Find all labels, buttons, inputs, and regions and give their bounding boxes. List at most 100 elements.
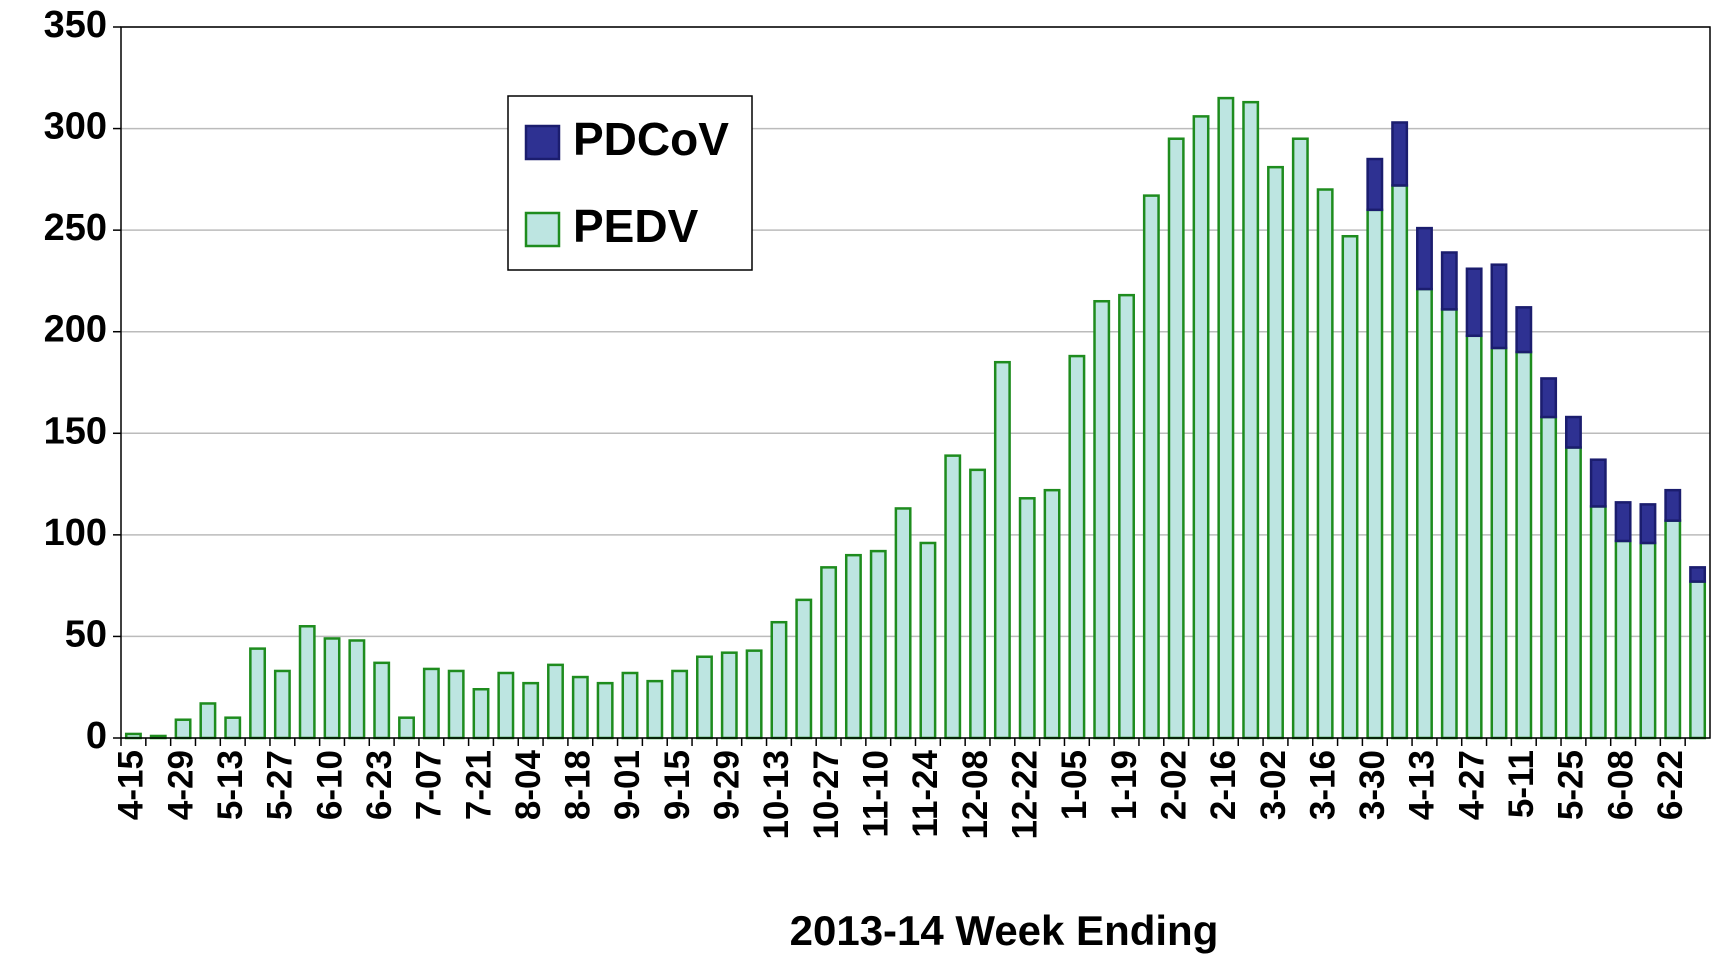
bar [1093,299,1111,740]
x-tick-label: 11-10 [857,750,896,838]
legend-label: PDCoV [573,113,729,165]
y-tick-label: 250 [44,207,107,249]
bar [944,454,962,740]
x-tick-label: 6-10 [310,750,349,820]
bar [298,625,316,740]
x-tick-label: 9-01 [608,750,647,820]
bar [1689,566,1707,583]
bar [1142,194,1160,740]
bar [1291,137,1309,740]
bar [696,655,713,740]
bar [969,468,987,740]
bar [1416,287,1433,740]
bar [273,669,291,740]
x-tick-label: 3-30 [1353,750,1392,820]
bar [919,541,937,740]
bar [547,663,564,740]
x-tick-label: 2-02 [1154,750,1193,820]
bar [348,639,366,740]
bar [1118,293,1135,740]
legend-swatch [524,211,561,248]
bar [1614,539,1632,740]
bar [1540,377,1558,419]
bar [795,598,813,740]
bar [671,669,689,740]
bar [1043,488,1061,740]
x-tick-label: 1-19 [1105,750,1144,820]
bar [174,718,192,740]
y-tick-label: 0 [86,715,107,757]
bar [1564,415,1582,449]
bar [199,702,217,740]
x-tick-label: 6-22 [1651,750,1690,820]
bar [820,566,838,740]
bar [1664,488,1682,522]
bar [1440,251,1458,311]
legend-label: PEDV [573,200,699,252]
x-tick-label: 5-11 [1502,750,1541,818]
bar [422,667,440,740]
bar [646,679,664,740]
y-tick-label: 50 [65,613,107,655]
bar [447,669,465,740]
x-tick-label: 10-13 [757,750,796,840]
bar [1366,208,1384,740]
bar [1490,263,1508,350]
bar [1515,350,1533,740]
bar [1589,505,1607,740]
x-tick-label: 4-29 [161,750,200,820]
bar [1416,226,1433,291]
bar [1167,137,1185,740]
bar [571,675,589,740]
x-tick-label: 12-08 [956,750,995,840]
bar [720,651,738,740]
y-tick-label: 350 [44,4,107,46]
bar [1465,334,1483,740]
bar [1391,184,1409,740]
bar [1391,121,1409,187]
x-tick-label: 3-16 [1303,750,1342,820]
bar [1589,458,1607,508]
bar [249,647,267,740]
x-tick-label: 6-23 [360,750,399,820]
bar [522,681,540,740]
x-tick-label: 2-16 [1204,750,1243,820]
x-tick-label: 7-07 [410,750,449,820]
x-tick-label: 11-24 [906,749,945,837]
bar [1192,115,1210,740]
bar [1515,306,1533,354]
bar [1639,503,1657,545]
bar [323,637,341,740]
bar [1564,446,1582,740]
x-tick-label: 1-05 [1055,750,1094,820]
x-tick-label: 9-29 [708,750,747,820]
bar [1267,165,1284,740]
bar [869,549,887,740]
plot-frame [120,26,1711,739]
x-tick-label: 8-18 [559,750,598,820]
bar [1440,308,1458,740]
bar [596,681,614,740]
y-tick-label: 150 [44,410,107,452]
bar [993,360,1011,740]
bar [1465,267,1483,338]
x-tick-label: 4-27 [1452,750,1491,820]
bar [844,553,862,740]
y-tick-label: 300 [44,106,107,148]
x-axis-title: 2013-14 Week Ending [790,907,1219,954]
x-tick-label: 5-27 [261,750,300,820]
bar [1341,234,1359,740]
bar [1639,541,1657,740]
bar [621,671,639,740]
x-tick-label: 10-27 [807,750,846,840]
x-tick-label: 6-08 [1601,750,1640,820]
bar [894,507,912,740]
bar [224,716,242,740]
bar [472,687,490,740]
bar [1366,157,1384,212]
bar [497,671,515,740]
x-tick-label: 4-13 [1403,750,1442,820]
x-tick-label: 5-25 [1552,750,1591,820]
bar [398,716,415,740]
bar [1664,519,1682,740]
